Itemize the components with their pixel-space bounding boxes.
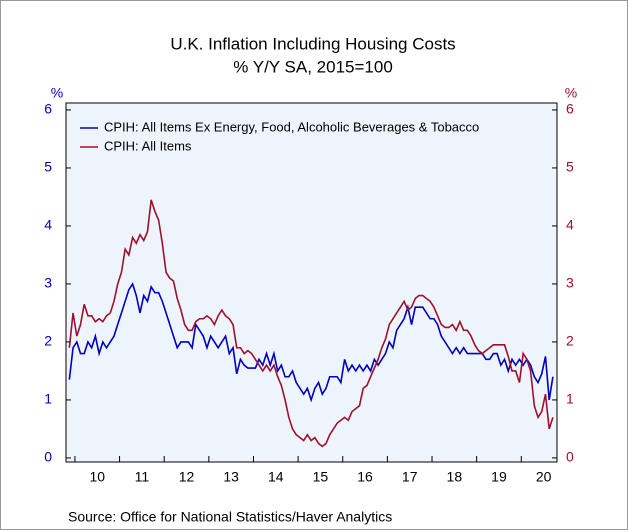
y2-tick-label: 4 — [566, 217, 574, 233]
y2-tick-label: 1 — [566, 391, 574, 407]
y-tick-label: 6 — [44, 101, 52, 117]
plot-area — [65, 102, 558, 463]
x-tick-label: 15 — [313, 469, 329, 485]
source: Source: Office for National Statistics/H… — [68, 509, 392, 525]
x-tick-label: 12 — [179, 469, 195, 485]
y2-tick-label: 0 — [566, 449, 574, 465]
y2-tick-label: 5 — [566, 159, 574, 175]
x-tick-label: 13 — [223, 469, 239, 485]
chart-title: U.K. Inflation Including Housing Costs — [170, 34, 455, 53]
y-tick-label: 0 — [44, 449, 52, 465]
y2-tick-label: 6 — [566, 101, 574, 117]
y-tick-label: 5 — [44, 159, 52, 175]
y2-axis-label: % — [565, 85, 577, 101]
x-tick-label: 10 — [89, 469, 105, 485]
y-tick-label: 2 — [44, 333, 52, 349]
series-line — [68, 282, 554, 403]
x-tick-label: 16 — [357, 469, 373, 485]
legend-label: CPIH: All Items Ex Energy, Food, Alcohol… — [104, 119, 479, 134]
y-tick-label: 1 — [44, 391, 52, 407]
series-line — [68, 199, 554, 448]
chart-subtitle: % Y/Y SA, 2015=100 — [233, 57, 393, 76]
x-tick-label: 20 — [536, 469, 552, 485]
y-tick-label: 4 — [44, 217, 52, 233]
x-tick-label: 17 — [402, 469, 418, 485]
legend-label: CPIH: All Items — [104, 138, 192, 153]
x-tick-label: 18 — [447, 469, 463, 485]
y-tick-label: 3 — [44, 275, 52, 291]
y2-tick-label: 3 — [566, 275, 574, 291]
x-tick-label: 14 — [268, 469, 284, 485]
x-tick-label: 19 — [491, 469, 507, 485]
y2-tick-label: 2 — [566, 333, 574, 349]
x-tick-label: 11 — [135, 469, 150, 485]
y-axis-label: % — [51, 85, 63, 101]
